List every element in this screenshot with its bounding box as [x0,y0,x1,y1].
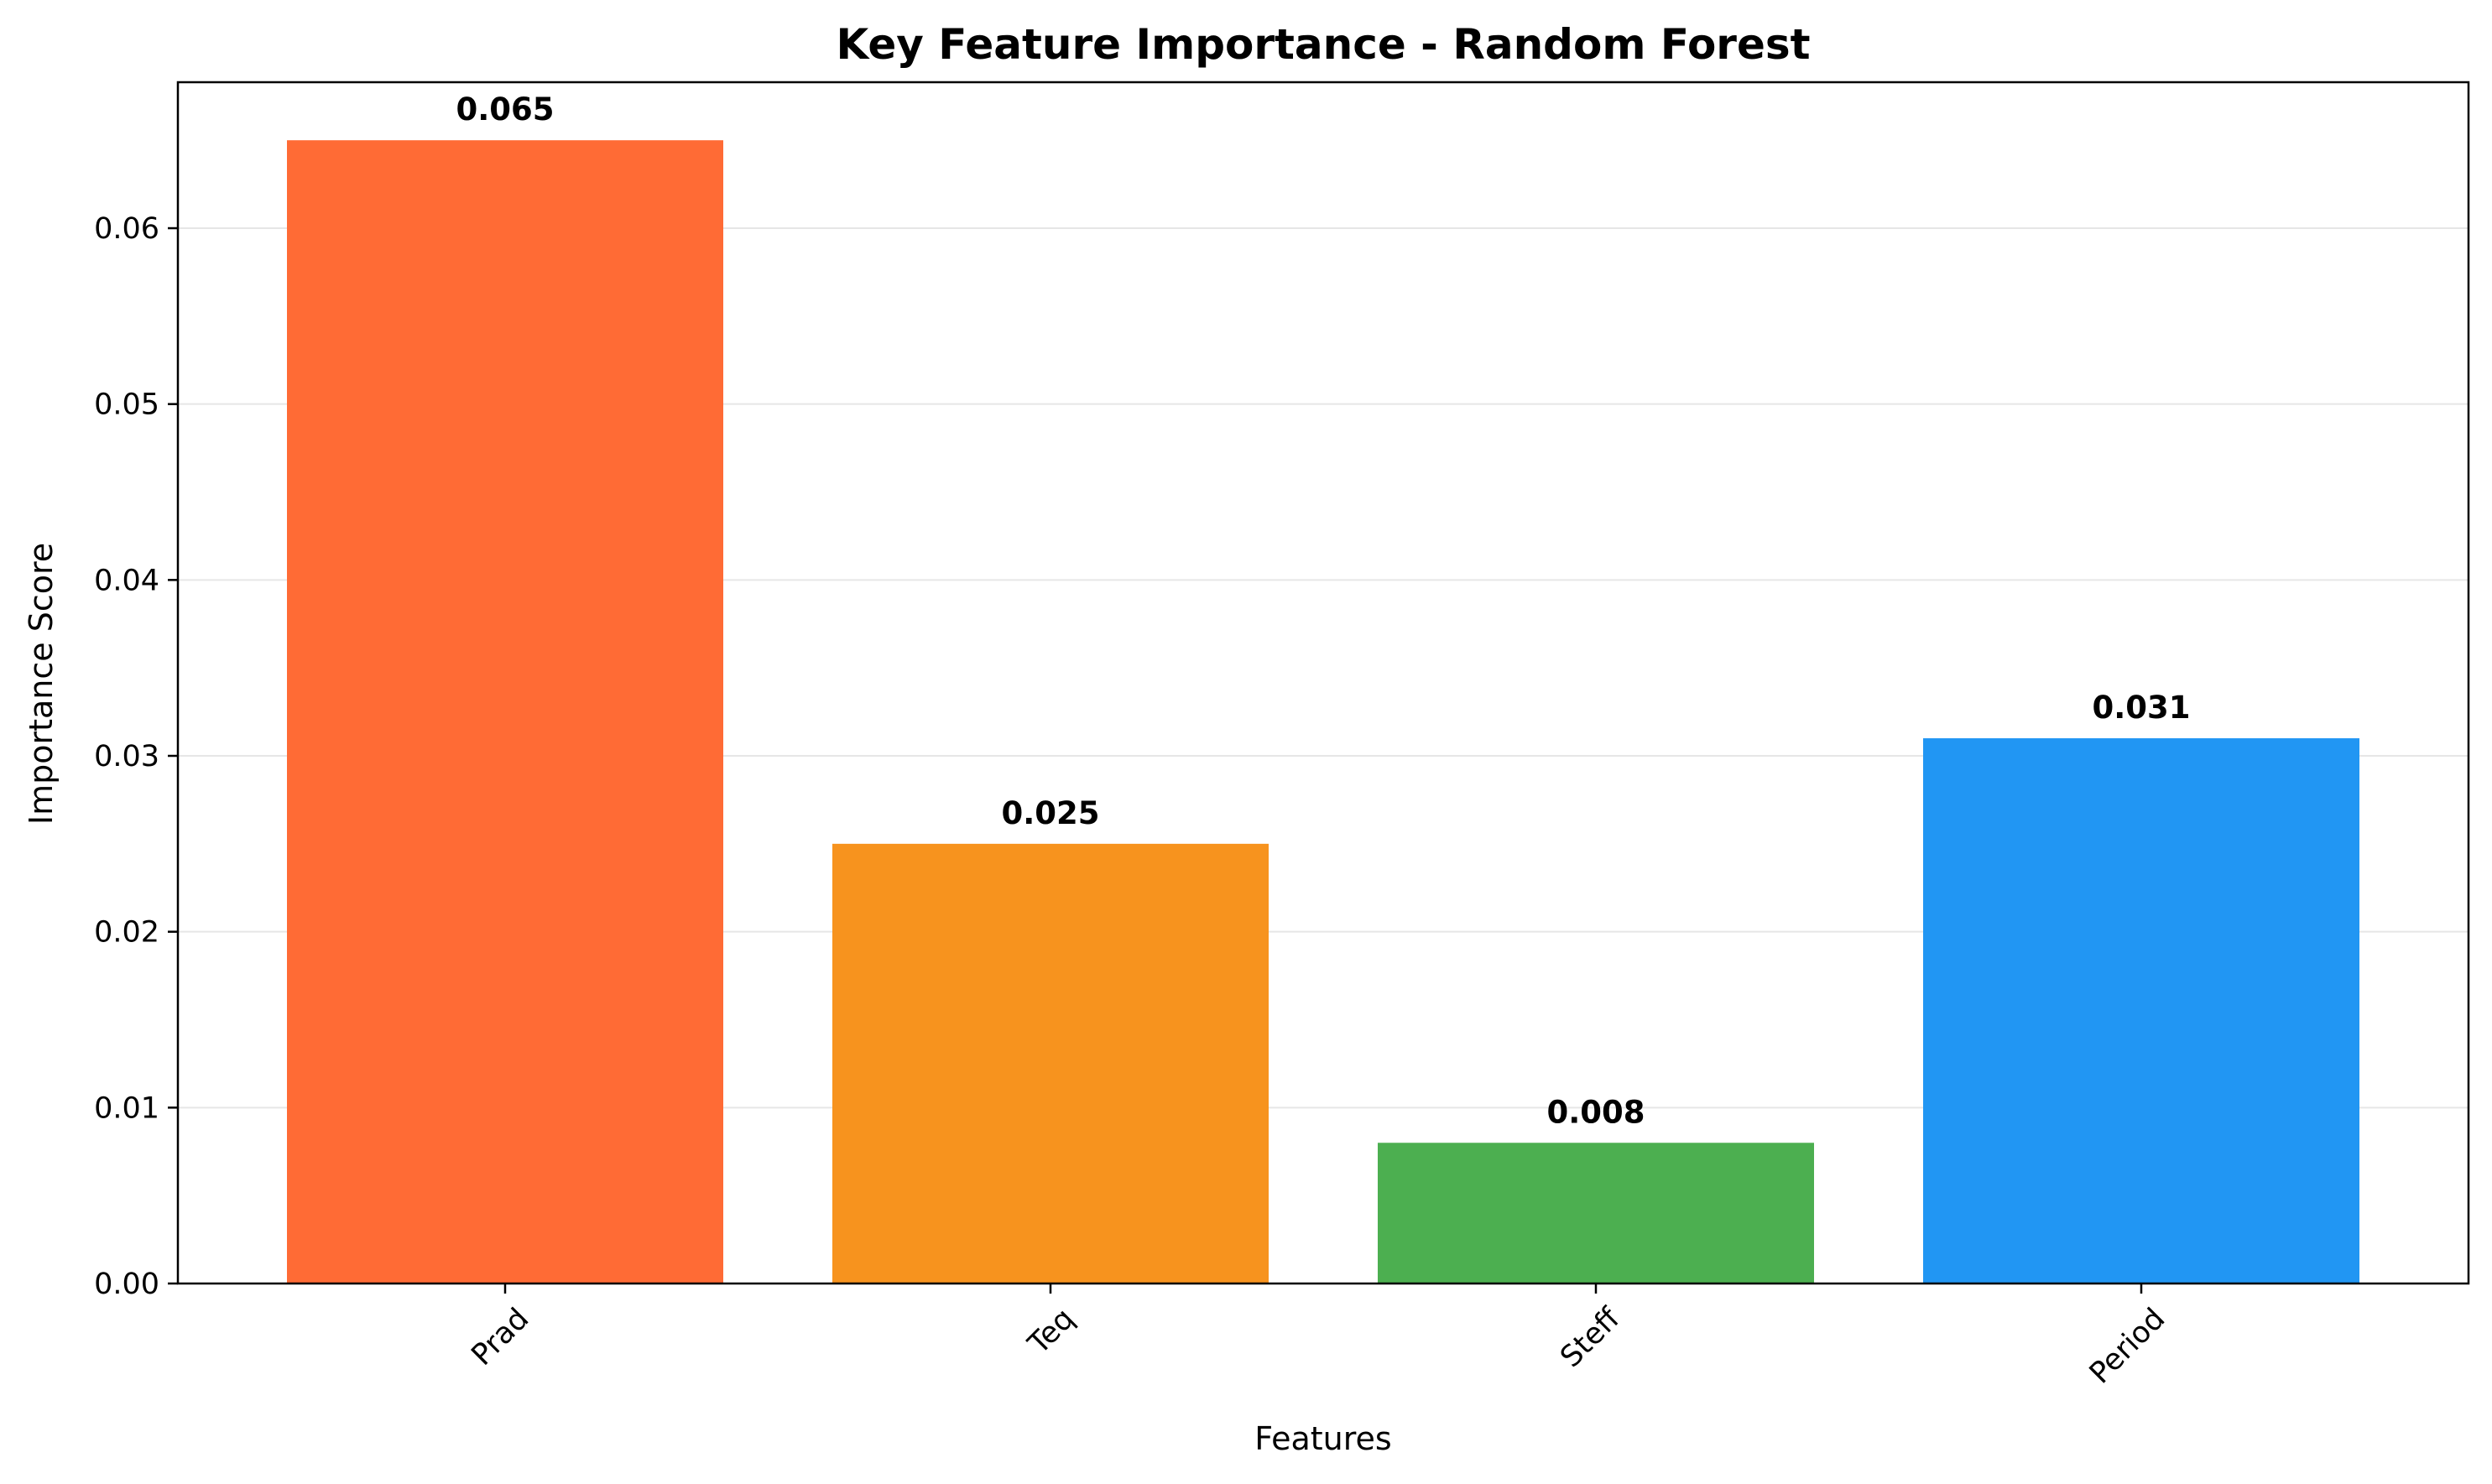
y-tick-label: 0.05 [94,388,159,422]
bar-steff [1378,1143,1814,1284]
plot-frame [176,81,2470,1285]
y-axis-label: Importance Score [23,543,60,825]
bar-value-label: 0.065 [456,91,554,128]
x-tick-label: Prad [466,1302,536,1372]
y-tick-label: 0.00 [94,1268,159,1301]
x-tick-label: Teq [1022,1302,1082,1362]
bar-value-label: 0.008 [1546,1094,1645,1130]
y-tick-label: 0.06 [94,212,159,246]
bar-teq [832,843,1269,1284]
axes [168,81,2470,1294]
x-tick-label: Period [2083,1302,2171,1390]
bar-period [1923,738,2359,1284]
y-tick-label: 0.03 [94,740,159,773]
y-tick-label: 0.04 [94,564,159,597]
y-tick-label: 0.01 [94,1091,159,1125]
chart-title: Key Feature Importance - Random Forest [836,20,1810,69]
bar-value-label: 0.031 [2092,690,2190,726]
y-tick-label: 0.02 [94,916,159,950]
bars [287,140,2359,1284]
bar-prad [287,140,723,1284]
x-axis-label: Features [1254,1420,1391,1457]
bar-value-label: 0.025 [1001,795,1099,831]
x-tick-label: Steff [1554,1301,1627,1374]
